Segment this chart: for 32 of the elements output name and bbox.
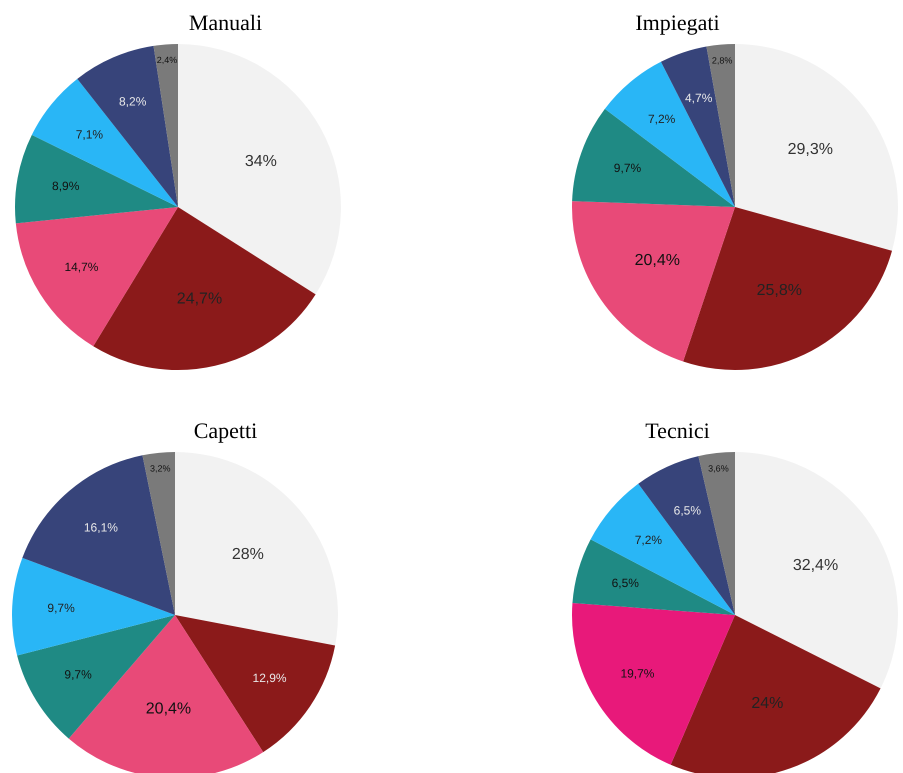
data-label: 24,7% [176,290,222,308]
data-label: 8,2% [119,94,147,109]
data-label: 20,4% [146,700,192,718]
data-label: 20,4% [634,252,680,270]
data-label: 28% [232,546,264,564]
chart-title: Impiegati [634,10,721,36]
data-label: 29,3% [788,141,833,158]
data-label: 4,7% [685,91,713,106]
data-label: 14,7% [64,260,99,274]
data-label: 7,2% [634,533,662,548]
data-label: 16,1% [84,520,118,535]
data-label: 7,1% [76,127,104,142]
data-label: 34% [244,152,277,170]
data-label: 6,5% [674,504,702,518]
data-label: 3,2% [150,464,171,474]
data-label: 3,6% [708,464,729,474]
data-label: 9,7% [47,601,76,616]
data-label: 24% [751,695,784,712]
data-label: 25,8% [756,282,802,299]
data-label: 6,5% [612,576,640,590]
data-label: 12,9% [252,671,287,686]
data-label: 2,4% [156,55,178,66]
chart-title: Capetti [192,418,258,444]
data-label: 32,4% [792,556,838,574]
chart-title: Manuali [188,10,264,36]
data-label: 7,2% [648,112,676,126]
chart-title: Tecnici [644,418,711,444]
data-label: 9,7% [64,668,92,682]
data-label: 9,7% [614,161,642,176]
data-label: 19,7% [620,666,655,681]
data-label: 2,8% [712,55,732,66]
data-label: 8,9% [52,178,80,193]
